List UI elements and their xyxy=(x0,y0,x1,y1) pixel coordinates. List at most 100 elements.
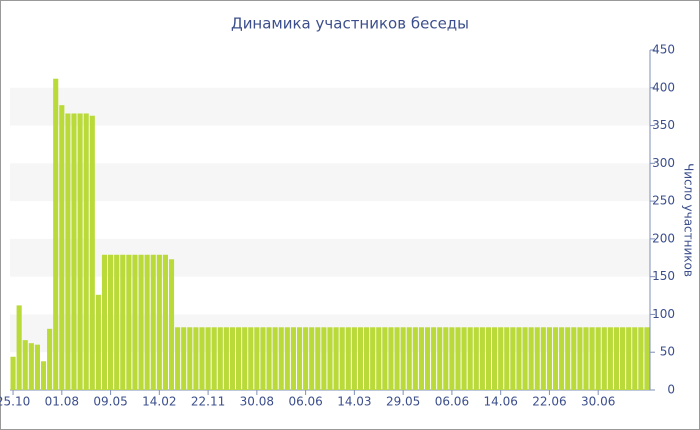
bar xyxy=(181,327,187,390)
x-tick-label: 25.10 xyxy=(0,395,30,409)
bar xyxy=(595,327,601,390)
bar xyxy=(278,327,284,390)
bar xyxy=(83,113,89,390)
bar xyxy=(571,327,577,390)
bar xyxy=(248,327,254,390)
bar xyxy=(16,305,22,390)
bar xyxy=(65,113,71,390)
bar xyxy=(47,328,53,390)
bar xyxy=(370,327,376,390)
bar xyxy=(150,254,156,390)
x-tick-label: 06.06 xyxy=(288,395,322,409)
x-tick-label: 14.06 xyxy=(483,395,517,409)
bar xyxy=(485,327,492,390)
x-tick-label: 14.02 xyxy=(142,395,176,409)
bar xyxy=(467,327,473,390)
bar xyxy=(479,327,485,390)
bar xyxy=(443,327,449,390)
y-tick-label: 200 xyxy=(652,231,675,245)
bar xyxy=(394,327,400,390)
bar xyxy=(552,327,559,390)
y-tick-label: 300 xyxy=(652,156,675,170)
bar xyxy=(199,327,205,390)
bar xyxy=(565,327,571,390)
bar xyxy=(114,254,120,390)
bar xyxy=(473,327,479,390)
bar xyxy=(376,327,382,390)
bar xyxy=(77,113,83,390)
y-tick-label: 350 xyxy=(652,118,675,132)
bar xyxy=(22,340,28,390)
bar xyxy=(516,327,522,390)
bar xyxy=(168,259,175,390)
bar xyxy=(327,327,333,390)
x-tick-label: 09.05 xyxy=(93,395,127,409)
bar xyxy=(40,361,47,390)
bar xyxy=(522,327,528,390)
x-tick-label: 30.08 xyxy=(240,395,274,409)
grid-band xyxy=(10,87,650,126)
bar xyxy=(53,78,59,390)
bar xyxy=(351,327,357,390)
bar xyxy=(254,327,260,390)
bar xyxy=(205,327,211,390)
bar xyxy=(272,327,278,390)
bar xyxy=(236,327,242,390)
bar xyxy=(601,327,607,390)
bar xyxy=(504,327,510,390)
y-axis-label: Число участников xyxy=(682,163,696,277)
bar xyxy=(510,327,516,390)
x-tick-label: 01.08 xyxy=(45,395,79,409)
bar xyxy=(303,327,309,390)
bar xyxy=(10,356,16,390)
bar xyxy=(229,327,236,390)
bar xyxy=(388,327,394,390)
bar xyxy=(175,327,181,390)
bar xyxy=(449,327,455,390)
bar xyxy=(28,343,34,390)
bar xyxy=(577,327,583,390)
bar xyxy=(321,327,327,390)
bar xyxy=(260,327,266,390)
bar xyxy=(132,254,138,390)
y-tick-label: 100 xyxy=(652,307,675,321)
bar xyxy=(223,327,229,390)
grid-band xyxy=(10,163,650,202)
bar xyxy=(412,327,418,390)
bar xyxy=(34,344,40,390)
bar xyxy=(126,254,132,390)
bar xyxy=(461,327,467,390)
bar xyxy=(559,327,565,390)
bar xyxy=(211,327,217,390)
bar xyxy=(108,254,114,390)
bar xyxy=(144,254,150,390)
y-tick-label: 0 xyxy=(667,383,675,397)
bar xyxy=(546,327,552,390)
bar xyxy=(492,327,498,390)
bar xyxy=(583,327,589,390)
bar xyxy=(187,327,193,390)
bar xyxy=(626,327,632,390)
y-tick-label: 150 xyxy=(652,269,675,283)
x-tick-label: 30.06 xyxy=(581,395,615,409)
bar xyxy=(540,327,546,390)
bar xyxy=(589,327,595,390)
bar xyxy=(101,254,108,390)
bar xyxy=(266,327,272,390)
bar xyxy=(613,327,620,390)
bar xyxy=(309,327,315,390)
x-tick-label: 29.05 xyxy=(386,395,420,409)
bar xyxy=(638,327,644,390)
bar xyxy=(339,327,345,390)
bar xyxy=(290,327,296,390)
bar xyxy=(424,327,431,390)
y-tick-label: 50 xyxy=(660,345,675,359)
bar xyxy=(431,327,437,390)
bar xyxy=(534,327,540,390)
bar xyxy=(607,327,613,390)
bar xyxy=(315,327,321,390)
bar xyxy=(455,327,461,390)
bar xyxy=(620,327,626,390)
bar xyxy=(162,254,168,390)
